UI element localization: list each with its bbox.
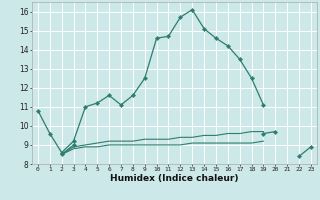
X-axis label: Humidex (Indice chaleur): Humidex (Indice chaleur): [110, 174, 239, 183]
